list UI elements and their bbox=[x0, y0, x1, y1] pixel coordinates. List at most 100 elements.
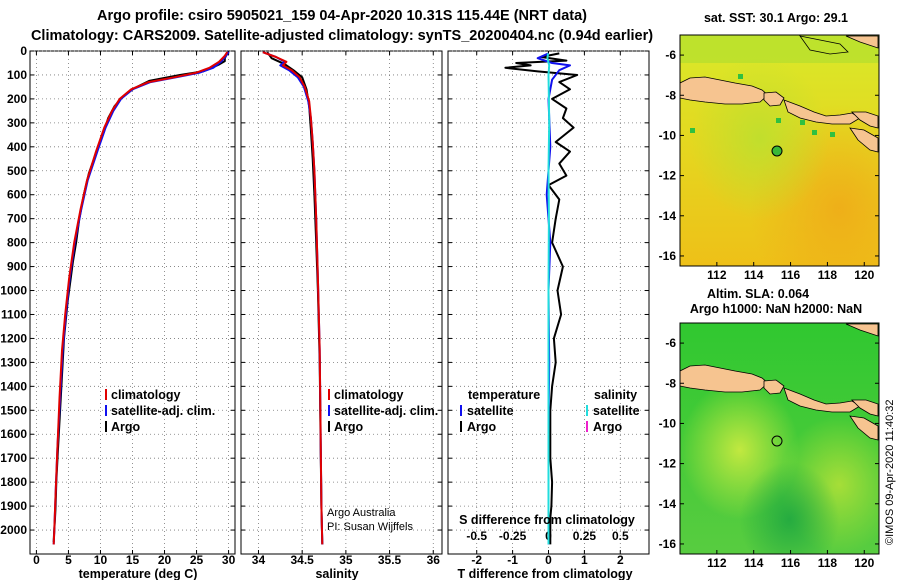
difference-legend-temperature: temperature satellite Argo bbox=[460, 388, 540, 434]
x-tick-label: 20 bbox=[158, 553, 172, 567]
x-tick-label: 36 bbox=[427, 553, 441, 567]
x-tick-label: 34 bbox=[252, 553, 266, 567]
depth-tick-label: 600 bbox=[7, 188, 27, 202]
map-lat-label: -10 bbox=[659, 128, 677, 142]
argo-float-marker bbox=[771, 435, 783, 447]
depth-tick-label: 0 bbox=[20, 44, 27, 58]
legend-label-argo: Argo bbox=[111, 420, 141, 434]
figure-title-line1: Argo profile: csiro 5905021_159 04-Apr-2… bbox=[97, 8, 587, 24]
salinity-axis-title: salinity bbox=[315, 567, 358, 580]
legend-label-s-argo: Argo bbox=[593, 420, 623, 434]
sst-map bbox=[680, 35, 879, 266]
series-line-argo bbox=[52, 51, 230, 543]
sla-map-title: Altim. SLA: 0.064 bbox=[707, 287, 809, 301]
map-lat-label: -6 bbox=[665, 48, 676, 62]
map-lon-label: 116 bbox=[781, 268, 801, 282]
map-lon-label: 120 bbox=[854, 556, 874, 570]
temperature-legend: climatology satellite-adj. clim. Argo bbox=[105, 388, 215, 434]
sst-map-title: sat. SST: 30.1 Argo: 29.1 bbox=[704, 11, 848, 25]
credit-line-2: PI: Susan Wijffels bbox=[327, 521, 413, 533]
depth-tick-label: 1900 bbox=[0, 499, 27, 513]
x-tick-label: -1 bbox=[507, 553, 518, 567]
credit-line-1: Argo Australia bbox=[327, 507, 396, 519]
series-line-climatology bbox=[52, 51, 229, 545]
depth-tick-label: 700 bbox=[7, 212, 27, 226]
x-tick-label: 25 bbox=[190, 553, 204, 567]
x-tick-label: 10 bbox=[94, 553, 108, 567]
depth-tick-label: 500 bbox=[7, 164, 27, 178]
map-lon-label: 112 bbox=[707, 556, 727, 570]
s-difference-tick-label: 0.25 bbox=[573, 529, 597, 543]
map-lon-label: 116 bbox=[781, 556, 801, 570]
grid-lines bbox=[30, 50, 649, 554]
series-line-satellite-adj-clim- bbox=[52, 51, 230, 545]
s-difference-tick-label: 0.5 bbox=[612, 529, 629, 543]
figure-title-line2: Climatology: CARS2009. Satellite-adjuste… bbox=[31, 28, 653, 44]
x-tick-label: 34.5 bbox=[290, 553, 314, 567]
depth-tick-label: 1100 bbox=[1, 307, 27, 321]
depth-tick-label: 1700 bbox=[0, 451, 27, 465]
x-tick-label: 15 bbox=[126, 553, 140, 567]
map-lat-label: -12 bbox=[659, 457, 677, 471]
depth-tick-label: 2000 bbox=[0, 523, 27, 537]
map-lat-label: -10 bbox=[659, 416, 677, 430]
t-difference-axis-title: T difference from climatology bbox=[457, 567, 632, 580]
legend-label-climatology: climatology bbox=[111, 388, 181, 402]
depth-tick-label: 300 bbox=[7, 116, 27, 130]
land-mass bbox=[680, 35, 879, 153]
profile-lines bbox=[52, 51, 579, 545]
sla-map-frame bbox=[679, 322, 880, 555]
map-lat-label: -14 bbox=[659, 209, 677, 223]
land-mass bbox=[680, 323, 879, 441]
map-lat-label: -14 bbox=[659, 497, 677, 511]
x-tick-label: 5 bbox=[65, 553, 72, 567]
series-line-argo bbox=[266, 51, 324, 545]
depth-tick-label: 200 bbox=[7, 92, 27, 106]
legend-label-s-satellite: satellite bbox=[593, 404, 640, 418]
s-difference-axis-title: S difference from climatology bbox=[459, 513, 635, 527]
map-lat-label: -12 bbox=[659, 169, 677, 183]
sst-pixels bbox=[690, 74, 835, 137]
depth-tick-label: 100 bbox=[7, 68, 27, 82]
salinity-panel-frame bbox=[240, 50, 443, 555]
depth-tick-label: 1300 bbox=[0, 355, 27, 369]
legend-label-climatology: climatology bbox=[334, 388, 404, 402]
depth-axis: 0 100 200 300 400 500 600 700 800 900 1000 1100 1200… bbox=[0, 44, 27, 537]
map-lon-label: 118 bbox=[818, 556, 838, 570]
series-line-s-satellite bbox=[546, 53, 551, 545]
x-tick-label: 0 bbox=[545, 553, 552, 567]
x-tick-label: 30 bbox=[222, 553, 236, 567]
imos-timestamp: ©IMOS 09-Apr-2020 11:40:32 bbox=[884, 400, 896, 545]
sla-map bbox=[680, 323, 879, 554]
map-lon-label: 120 bbox=[854, 268, 874, 282]
series-line-t-satellite bbox=[536, 52, 571, 545]
temperature-panel-frame bbox=[29, 50, 236, 555]
map-lon-label: 114 bbox=[744, 268, 764, 282]
argo-float-marker bbox=[771, 145, 783, 157]
legend-label-satellite: satellite-adj. clim. bbox=[334, 404, 438, 418]
map-lat-label: -8 bbox=[665, 376, 676, 390]
depth-tick-label: 800 bbox=[7, 236, 27, 250]
temperature-axis-title: temperature (deg C) bbox=[79, 567, 198, 580]
x-tick-label: 35.5 bbox=[378, 553, 402, 567]
map-lon-label: 114 bbox=[744, 556, 764, 570]
depth-tick-label: 1600 bbox=[0, 427, 27, 441]
map-lat-label: -16 bbox=[659, 249, 677, 263]
legend-label-t-satellite: satellite bbox=[467, 404, 514, 418]
x-tick-label: -2 bbox=[471, 553, 482, 567]
x-tick-label: 0 bbox=[33, 553, 40, 567]
series-line-climatology bbox=[262, 51, 324, 545]
legend-heading-temperature: temperature bbox=[468, 388, 540, 402]
map-lat-label: -16 bbox=[659, 537, 677, 551]
depth-tick-label: 900 bbox=[7, 260, 27, 274]
depth-tick-label: 1000 bbox=[0, 284, 27, 298]
sla-map-subtitle: Argo h1000: NaN h2000: NaN bbox=[690, 302, 862, 316]
depth-tick-label: 1400 bbox=[0, 379, 27, 393]
map-lon-label: 118 bbox=[818, 268, 838, 282]
depth-tick-label: 400 bbox=[7, 140, 27, 154]
series-line-satellite-adj-clim- bbox=[262, 51, 324, 545]
legend-heading-salinity: salinity bbox=[594, 388, 637, 402]
s-difference-tick-label: -0.25 bbox=[499, 529, 527, 543]
map-lat-label: -6 bbox=[665, 336, 676, 350]
sla-map-axes: -6 -8 -10 -12 -14 -16 112 114 116 118 120 bbox=[659, 336, 879, 570]
